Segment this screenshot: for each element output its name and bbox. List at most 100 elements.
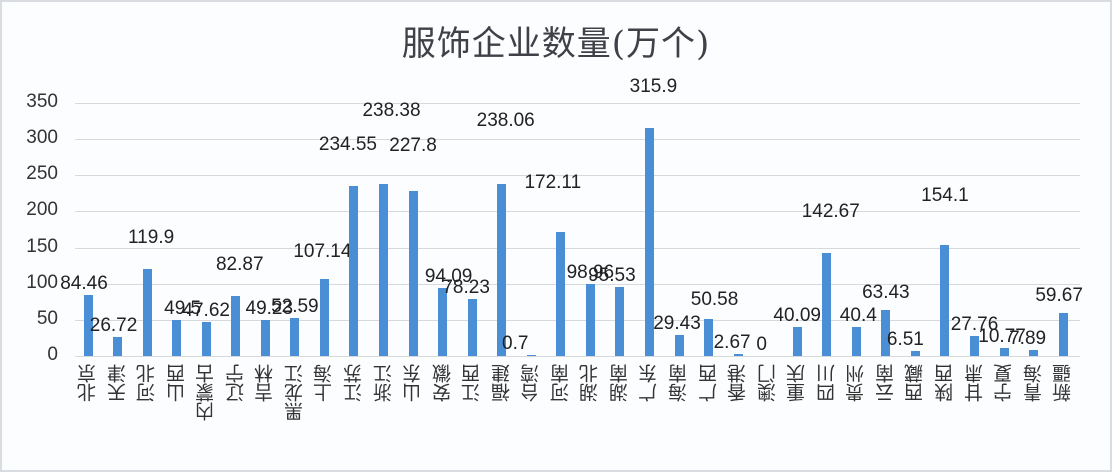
x-tick-label: 辽宁 xyxy=(224,364,247,402)
data-label: 78.23 xyxy=(442,277,490,299)
x-tick-label: 广东 xyxy=(638,364,661,402)
data-label: 2.67 xyxy=(713,332,751,354)
bar-2 xyxy=(142,269,152,356)
data-label: 52.59 xyxy=(271,295,319,317)
data-label: 49.23 xyxy=(245,298,294,320)
bar-8 xyxy=(319,278,329,356)
y-tick-label: 0 xyxy=(47,344,58,365)
data-label: 95.53 xyxy=(588,264,636,286)
bar-15 xyxy=(526,355,536,356)
bar-32 xyxy=(1029,350,1039,356)
bar-7 xyxy=(290,317,300,356)
bar-24 xyxy=(792,327,802,356)
bar-4 xyxy=(201,321,211,356)
data-label: 59.67 xyxy=(1035,284,1083,306)
x-tick-label: 吉林 xyxy=(254,364,277,402)
x-tick-label: 内蒙古 xyxy=(195,364,218,421)
x-tick-label: 四川 xyxy=(815,364,838,402)
bar-13 xyxy=(467,299,477,356)
bar-10 xyxy=(379,183,388,356)
bar-25 xyxy=(822,252,832,356)
x-tick-label: 澳门 xyxy=(756,364,779,402)
data-label: 84.46 xyxy=(60,272,108,294)
bar-16 xyxy=(556,231,566,356)
x-tick-label: 河北 xyxy=(136,364,159,402)
bar-5 xyxy=(231,296,241,356)
x-tick-label: 青海 xyxy=(1022,364,1045,402)
x-tick-label: 山东 xyxy=(402,364,425,402)
bar-11 xyxy=(408,191,418,356)
data-label: 172.11 xyxy=(524,171,582,193)
x-tick-label: 贵州 xyxy=(845,364,868,402)
data-label: 7.89 xyxy=(1009,328,1047,350)
bar-17 xyxy=(585,284,595,356)
x-tick-label: 香港 xyxy=(727,364,750,402)
bar-6 xyxy=(260,320,270,356)
bar-21 xyxy=(704,319,714,356)
data-label: 107.14 xyxy=(293,240,352,262)
data-label: 0.7 xyxy=(502,333,529,355)
x-tick-label: 台湾 xyxy=(520,364,543,402)
bar-3 xyxy=(172,320,182,356)
data-label: 6.51 xyxy=(886,329,924,351)
bar-19 xyxy=(644,127,654,356)
y-tick-label: 50 xyxy=(36,307,58,329)
data-label: 94.09 xyxy=(424,265,473,287)
x-tick-label: 广西 xyxy=(697,364,720,402)
x-tick-label: 云南 xyxy=(874,364,897,402)
y-tick-label: 250 xyxy=(26,163,58,185)
data-label: 238.06 xyxy=(476,109,535,131)
data-label: 49.5 xyxy=(164,298,202,320)
data-label: 142.67 xyxy=(801,200,860,222)
data-label: 98.96 xyxy=(566,262,615,284)
x-tick-label: 西藏 xyxy=(904,364,927,402)
data-label: 29.43 xyxy=(653,312,701,334)
gridline xyxy=(75,247,1080,249)
bar-20 xyxy=(674,334,684,356)
bar-30 xyxy=(970,335,979,356)
y-tick-label: 150 xyxy=(26,235,58,257)
x-tick-label: 福建 xyxy=(490,364,513,402)
x-tick-label: 北京 xyxy=(77,364,99,402)
x-tick-label: 天津 xyxy=(106,364,129,402)
x-tick-label: 江苏 xyxy=(342,364,365,402)
bar-18 xyxy=(615,286,625,356)
gridline xyxy=(75,356,1080,357)
x-tick-label: 甘肃 xyxy=(963,364,986,402)
x-tick-label: 上海 xyxy=(313,364,336,402)
bar-29 xyxy=(940,244,950,356)
bar-22 xyxy=(733,354,743,356)
chart-title: 服饰企业数量(万个) xyxy=(401,24,711,64)
y-tick-label: 100 xyxy=(26,271,58,293)
x-tick-label: 新疆 xyxy=(1052,364,1075,402)
bar-1 xyxy=(113,336,123,356)
data-label: 63.43 xyxy=(862,282,910,304)
data-label: 27.76 xyxy=(950,313,999,335)
bar-26 xyxy=(851,326,861,356)
data-label: 82.87 xyxy=(215,254,264,276)
x-tick-label: 陕西 xyxy=(933,364,956,402)
y-tick-label: 300 xyxy=(26,127,58,149)
data-label: 234.55 xyxy=(318,134,377,156)
x-tick-label: 江西 xyxy=(461,364,484,402)
data-label: 26.72 xyxy=(89,314,138,336)
bar-14 xyxy=(497,183,507,356)
x-tick-label: 湖南 xyxy=(608,364,631,402)
data-label: 40.09 xyxy=(773,305,821,327)
bar-28 xyxy=(910,351,920,356)
gridline xyxy=(75,139,1080,141)
data-label: 0 xyxy=(756,334,767,355)
x-tick-label: 山西 xyxy=(165,364,188,402)
bar-12 xyxy=(438,287,448,356)
data-label: 50.58 xyxy=(690,289,739,311)
data-label: 238.38 xyxy=(362,99,421,121)
bar-27 xyxy=(881,310,891,356)
x-tick-label: 浙江 xyxy=(372,364,395,402)
data-label: 119.9 xyxy=(128,227,175,249)
gridline xyxy=(75,319,1080,321)
x-tick-label: 河南 xyxy=(549,364,572,402)
bar-31 xyxy=(999,348,1009,356)
x-tick-label: 安徽 xyxy=(431,364,454,402)
